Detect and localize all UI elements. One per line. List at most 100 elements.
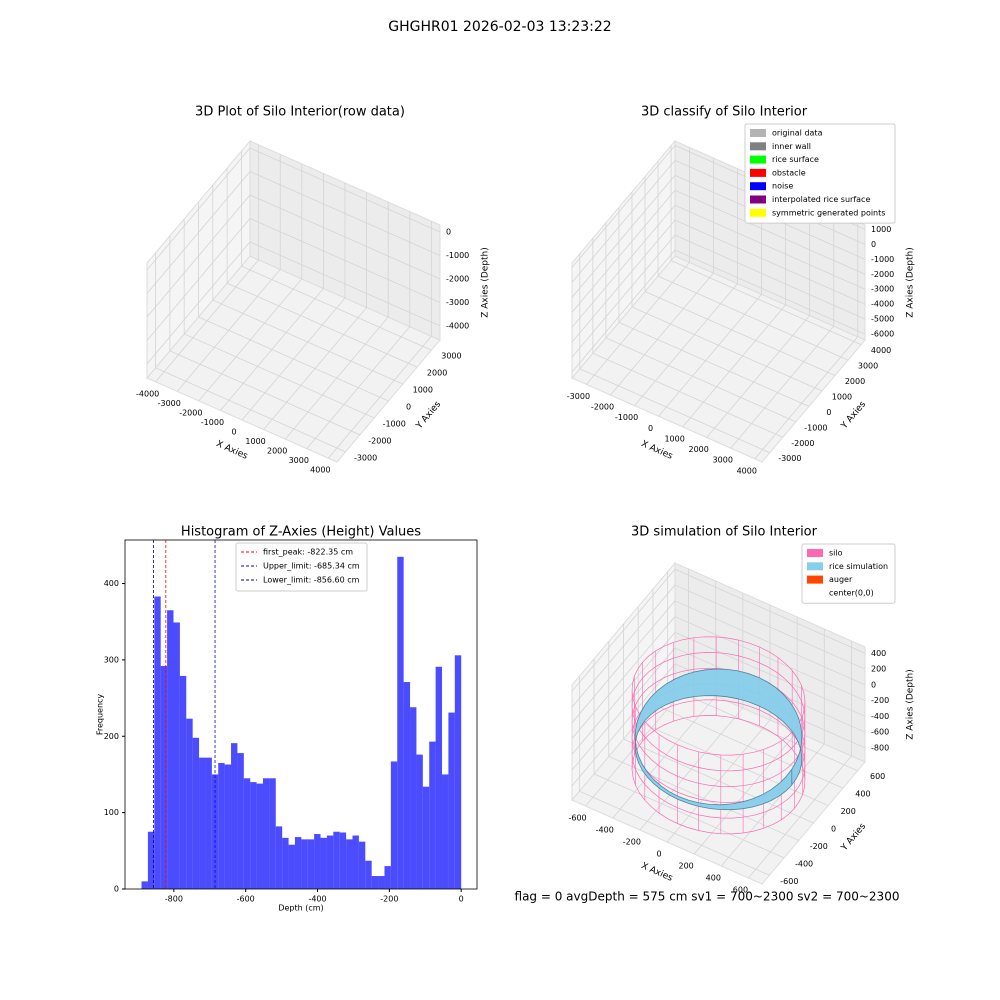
z-axis-label: Z Axies (Depth) — [906, 247, 916, 318]
legend-label: auger — [829, 575, 853, 584]
z-tick-label: 200 — [871, 665, 886, 674]
grid-line — [146, 241, 251, 365]
y-tick-label: -1000 — [804, 423, 827, 432]
x-tick-label: -4000 — [136, 389, 159, 398]
bar — [422, 786, 430, 889]
x-tick-label: 1000 — [245, 437, 265, 446]
z-tick-label: 400 — [871, 649, 886, 658]
grid-line — [674, 189, 866, 275]
bar — [243, 778, 251, 889]
y-tick-label: 1000 — [832, 392, 852, 401]
bar — [384, 866, 391, 889]
grid-line — [605, 337, 797, 423]
bar — [186, 718, 193, 889]
y-tick-label: 0 — [114, 885, 119, 894]
z-tick-label: -1000 — [446, 251, 469, 260]
x-tick-label: 0 — [656, 850, 661, 859]
y-tick-label: -3000 — [778, 454, 801, 463]
legend-swatch — [750, 142, 766, 151]
x-tick-label: 0 — [648, 424, 653, 433]
grid-line — [674, 631, 866, 717]
z-axis-label: Z Axies (Depth) — [906, 669, 916, 740]
grid-line — [579, 368, 770, 454]
x-tick-label: -200 — [380, 895, 398, 904]
grid-line — [571, 569, 676, 692]
grid-line — [571, 145, 676, 268]
y-tick-label: 0 — [406, 403, 411, 412]
z-tick-label: -3000 — [446, 298, 469, 307]
grid-line — [249, 241, 441, 327]
bar — [410, 707, 417, 889]
grid-line — [571, 584, 676, 708]
grid-line — [592, 352, 784, 438]
z-tick-label: -4000 — [446, 321, 469, 330]
grid-line — [571, 190, 676, 313]
bar — [218, 762, 225, 889]
y-tick-label: -1000 — [383, 419, 406, 428]
bar — [199, 757, 206, 889]
y-tick-label: 0 — [826, 408, 831, 417]
z-tick-label: 0 — [871, 680, 876, 689]
panel-title: 3D classify of Silo Interior — [641, 105, 808, 120]
y-tick-label: -200 — [810, 842, 828, 851]
grid-line — [571, 249, 676, 373]
legend-swatch — [807, 588, 823, 597]
bar — [301, 839, 308, 889]
bar — [231, 743, 238, 889]
y-axis-label: Frequency — [96, 694, 105, 736]
x-tick-label: 4000 — [310, 466, 330, 475]
y-tick-label: -2000 — [368, 436, 391, 445]
grid-line — [184, 333, 375, 419]
z-tick-label: -800 — [871, 743, 889, 752]
legend-label: noise — [772, 182, 793, 191]
bar — [237, 753, 244, 889]
y-tick-label: -2000 — [791, 439, 814, 448]
bar — [346, 839, 353, 889]
bar — [173, 622, 180, 889]
y-tick-label: 2000 — [427, 369, 447, 378]
legend-box — [744, 123, 896, 224]
y-tick-label: 4000 — [871, 346, 891, 355]
y-tick-label: 0 — [831, 825, 836, 834]
grid-line — [226, 282, 418, 368]
y-tick-label: 1000 — [413, 386, 433, 395]
bar — [179, 675, 187, 889]
grid-line — [146, 218, 251, 341]
grid-line — [657, 275, 849, 361]
z-tick-label: -200 — [871, 696, 889, 705]
bar — [224, 764, 232, 889]
bar — [371, 876, 379, 889]
grid-line — [571, 204, 676, 328]
x-tick-label: 4000 — [737, 466, 757, 475]
z-tick-label: -6000 — [871, 330, 894, 339]
bar — [365, 860, 372, 889]
grid-line — [674, 568, 866, 654]
grid-line — [198, 316, 389, 402]
grid-line — [674, 600, 866, 686]
x-tick-label: 1000 — [664, 434, 684, 443]
grid-line — [571, 647, 676, 771]
z-tick-label: -5000 — [871, 315, 894, 324]
grid-line — [571, 663, 676, 787]
grid-line — [169, 350, 361, 436]
grid-line — [674, 204, 866, 290]
x-tick-label: -400 — [596, 826, 614, 835]
grid-line — [241, 265, 432, 351]
legend-swatch — [750, 155, 766, 164]
grid-line — [249, 171, 441, 256]
bar — [403, 682, 411, 889]
legend-label: center(0,0) — [829, 588, 874, 597]
rice-surface — [634, 668, 803, 811]
grid-line — [249, 147, 441, 233]
legend-swatch — [750, 168, 766, 177]
legend-label: original data — [772, 129, 823, 138]
x-tick-label: 3000 — [289, 456, 309, 465]
grid-line — [571, 616, 676, 739]
suptitle: GHGHR01 2026-02-03 13:23:22 — [388, 19, 611, 35]
bar — [339, 832, 347, 889]
z-tick-label: 1000 — [871, 225, 891, 234]
x-tick-label: 0 — [231, 428, 236, 437]
bar — [326, 835, 334, 889]
bar — [205, 757, 212, 889]
